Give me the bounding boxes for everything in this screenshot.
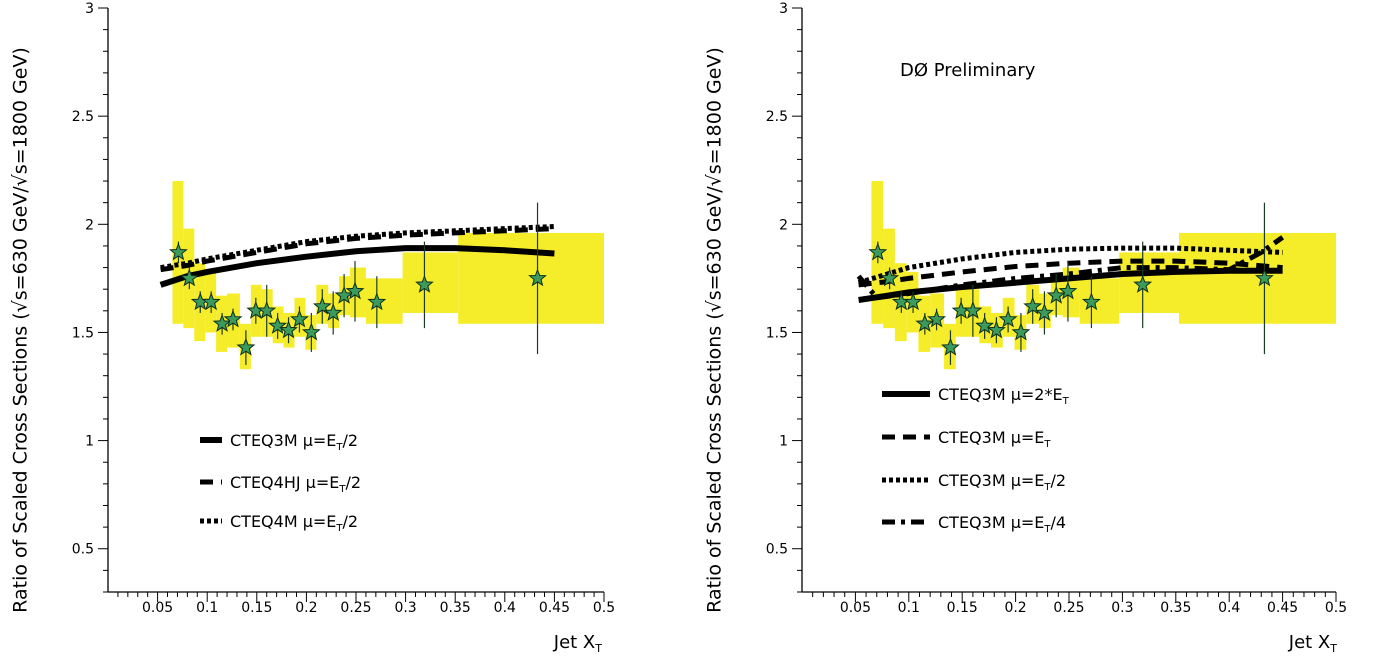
y-tick-label: 1.5 xyxy=(766,325,788,341)
y-tick-label: 1 xyxy=(779,434,788,450)
x-tick-label: 0.15 xyxy=(947,600,978,616)
preliminary-annotation: DØ Preliminary xyxy=(900,60,1036,81)
y-tick-label: 0.5 xyxy=(72,542,94,558)
legend-label: CTEQ3M μ=2*ET xyxy=(938,385,1070,407)
x-tick-label: 0.4 xyxy=(494,600,516,616)
data-point-star xyxy=(415,275,434,293)
theory-curve xyxy=(160,224,555,271)
y-axis-label: Ratio of Scaled Cross Sections (√s=630 G… xyxy=(10,47,32,613)
data-point-star xyxy=(1133,274,1153,293)
data-point-star xyxy=(323,303,343,322)
data-point-star xyxy=(212,313,232,332)
data-point-star xyxy=(223,309,243,328)
data-point-star xyxy=(1046,285,1066,304)
x-tick-label: 0.25 xyxy=(340,600,371,616)
y-tick-label: 2 xyxy=(779,217,788,233)
y-tick-label: 1 xyxy=(85,434,94,450)
x-tick-label: 0.35 xyxy=(440,600,471,616)
x-tick-label: 0.35 xyxy=(1160,600,1191,616)
y-tick-label: 1.5 xyxy=(72,325,94,341)
data-point-star xyxy=(975,316,995,334)
data-point-star xyxy=(927,309,947,328)
y-tick-label: 2.5 xyxy=(766,109,788,125)
data-point-star xyxy=(1011,322,1031,341)
data-point-star xyxy=(236,337,256,356)
data-point-star xyxy=(268,316,288,334)
data-point-star xyxy=(998,309,1018,328)
data-point-star xyxy=(963,300,983,319)
x-tick-label: 0.2 xyxy=(1004,600,1026,616)
left-chart-panel: 0.5 1 1.5 2 2.5 3 0.05 0.1 0.15 0.2 0.25 0.3 0.35 0.4… xyxy=(10,1,615,655)
x-axis-label: Jet XT xyxy=(1288,632,1338,655)
data-point-star xyxy=(1058,281,1078,300)
data-point-star xyxy=(301,322,321,341)
y-tick-label: 2.5 xyxy=(72,109,94,125)
right-chart-panel: 0.5 1 1.5 2 2.5 3 0.05 0.1 0.15 0.2 0.25 0.3 0.35 0.4… xyxy=(704,1,1347,655)
x-tick-label: 0.05 xyxy=(142,600,173,616)
legend-label: CTEQ3M μ=ET/2 xyxy=(230,431,358,453)
data-point-star xyxy=(915,313,935,332)
x-tick-label: 0.25 xyxy=(1053,600,1084,616)
data-point-star xyxy=(528,268,547,287)
x-tick-label: 0.1 xyxy=(196,600,218,616)
data-point-star xyxy=(201,292,221,311)
legend-label: CTEQ3M μ=ET xyxy=(938,428,1051,450)
x-tick-label: 0.4 xyxy=(1218,600,1240,616)
systematic-band-segment xyxy=(1179,232,1336,324)
data-point-star xyxy=(941,337,960,356)
theory-curve xyxy=(159,245,555,288)
y-axis-label: Ratio of Scaled Cross Sections (√s=630 G… xyxy=(704,47,726,613)
data-point-star xyxy=(168,242,188,261)
legend-label: CTEQ3M μ=ET/2 xyxy=(938,471,1066,493)
data-point-star xyxy=(868,242,888,261)
x-tick-label: 0.3 xyxy=(394,600,416,616)
data-point-star xyxy=(367,292,387,311)
y-tick-label: 3 xyxy=(85,1,94,17)
data-point-star xyxy=(334,285,354,304)
data-point-star xyxy=(257,300,277,319)
data-point-star xyxy=(1023,296,1043,315)
x-tick-label: 0.15 xyxy=(241,600,272,616)
data-point-star xyxy=(290,309,309,328)
data-point-star xyxy=(179,268,199,287)
x-axis-label: Jet XT xyxy=(553,632,603,655)
x-tick-label: 0.5 xyxy=(593,600,615,616)
theory-curve xyxy=(858,258,1283,288)
x-tick-label: 0.05 xyxy=(840,600,871,616)
x-tick-label: 0.45 xyxy=(539,600,570,616)
x-tick-label: 0.3 xyxy=(1111,600,1133,616)
data-point-star xyxy=(1255,268,1274,287)
x-tick-label: 0.5 xyxy=(1325,600,1347,616)
theory-curve xyxy=(856,235,1285,301)
data-point-star xyxy=(312,296,332,315)
data-point-star xyxy=(880,268,900,287)
legend-label: CTEQ4M μ=ET/2 xyxy=(230,512,358,534)
legend-label: CTEQ3M μ=ET/4 xyxy=(938,513,1066,535)
data-point-star xyxy=(1081,292,1101,311)
data-point-star xyxy=(903,292,923,311)
x-tick-label: 0.2 xyxy=(295,600,317,616)
legend-label: CTEQ4HJ μ=ET/2 xyxy=(230,473,361,495)
data-point-star xyxy=(1035,303,1054,322)
y-tick-label: 0.5 xyxy=(766,542,788,558)
data-point-star xyxy=(986,320,1006,339)
data-point-star xyxy=(345,281,365,300)
x-tick-label: 0.1 xyxy=(898,600,920,616)
data-point-star xyxy=(279,320,298,339)
y-tick-label: 2 xyxy=(85,217,94,233)
y-tick-label: 3 xyxy=(779,1,788,17)
x-tick-label: 0.45 xyxy=(1267,600,1298,616)
